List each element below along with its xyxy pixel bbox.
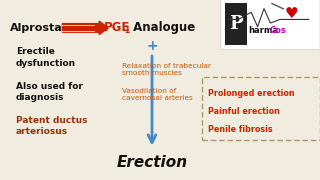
Text: 1: 1	[124, 26, 129, 35]
Text: Erectile
dysfunction: Erectile dysfunction	[16, 47, 76, 68]
Text: Erection: Erection	[116, 155, 188, 170]
Text: P: P	[229, 15, 243, 33]
Text: Penile fibrosis: Penile fibrosis	[208, 125, 273, 134]
Text: harma: harma	[248, 26, 278, 35]
Text: Relaxation of trabecular
smooth muscles: Relaxation of trabecular smooth muscles	[122, 62, 211, 76]
Text: ♥: ♥	[285, 6, 298, 21]
FancyBboxPatch shape	[225, 3, 247, 45]
Text: Painful erection: Painful erection	[208, 107, 280, 116]
Text: +: +	[146, 39, 158, 53]
Text: PGE: PGE	[104, 21, 130, 34]
Text: Analogue: Analogue	[129, 21, 195, 34]
Text: Cos: Cos	[270, 26, 286, 35]
Text: Patent ductus
arteriosus: Patent ductus arteriosus	[16, 116, 87, 136]
FancyBboxPatch shape	[202, 76, 320, 140]
Text: Also used for
diagnosis: Also used for diagnosis	[16, 82, 83, 102]
Text: Alprostadil: Alprostadil	[10, 23, 78, 33]
Text: Vasodilation of
cavernosal arteries: Vasodilation of cavernosal arteries	[122, 88, 192, 101]
FancyBboxPatch shape	[221, 0, 320, 50]
FancyArrow shape	[62, 21, 108, 35]
Text: Prolonged erection: Prolonged erection	[208, 89, 295, 98]
